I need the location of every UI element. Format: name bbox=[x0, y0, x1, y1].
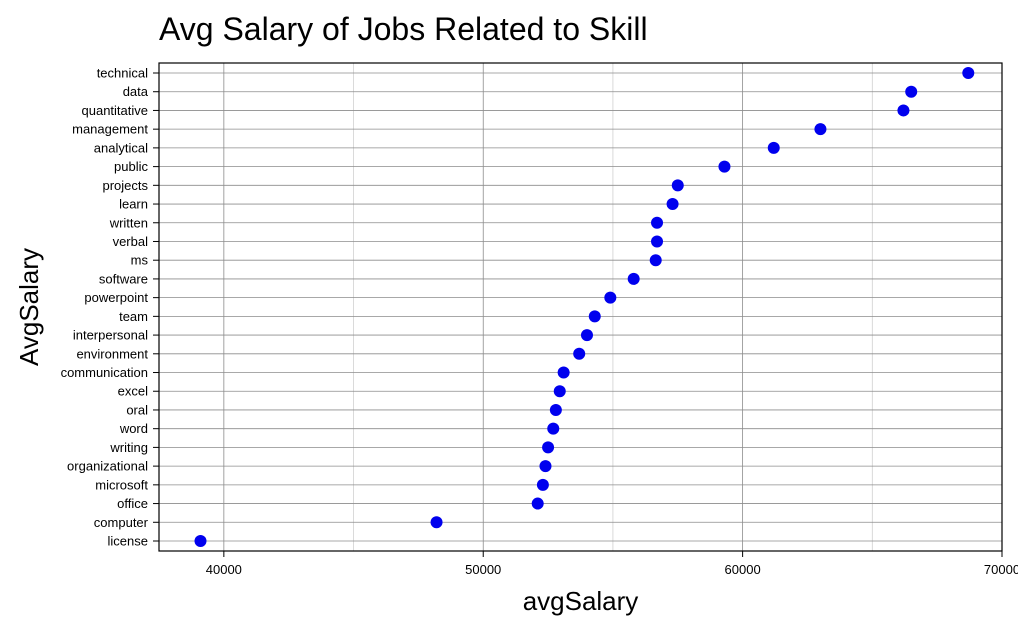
y-tick-label: analytical bbox=[94, 140, 148, 155]
y-tick-label: public bbox=[114, 159, 148, 174]
data-point bbox=[430, 516, 443, 529]
data-point bbox=[536, 478, 549, 491]
x-tick-label: 40000 bbox=[206, 562, 242, 577]
y-tick-label: learn bbox=[119, 197, 148, 212]
x-tick-label: 70000 bbox=[984, 562, 1018, 577]
data-point bbox=[542, 441, 555, 454]
data-point bbox=[897, 104, 910, 117]
chart-title: Avg Salary of Jobs Related to Skill bbox=[159, 11, 648, 47]
data-point bbox=[604, 291, 617, 304]
y-tick-label: computer bbox=[94, 515, 149, 530]
y-tick-label: oral bbox=[126, 402, 148, 417]
y-tick-label: organizational bbox=[67, 459, 148, 474]
y-tick-label: communication bbox=[61, 365, 148, 380]
y-tick-label: word bbox=[119, 421, 148, 436]
x-tick-labels: 40000 50000 60000 70000 bbox=[206, 551, 1018, 577]
x-tick-label: 60000 bbox=[725, 562, 761, 577]
y-tick-label: management bbox=[72, 122, 148, 137]
y-tick-label: environment bbox=[76, 346, 148, 361]
data-point bbox=[553, 385, 566, 398]
data-point bbox=[767, 141, 780, 154]
data-point bbox=[718, 160, 731, 173]
data-point bbox=[651, 235, 664, 248]
y-tick-label: powerpoint bbox=[84, 290, 148, 305]
y-tick-label: ms bbox=[131, 253, 149, 268]
y-tick-labels: technical data quantitative management analy… bbox=[61, 66, 159, 549]
y-tick-label: quantitative bbox=[82, 103, 149, 118]
data-point bbox=[539, 460, 552, 473]
y-tick-label: written bbox=[109, 215, 148, 230]
data-point bbox=[962, 67, 975, 79]
y-tick-label: team bbox=[119, 309, 148, 324]
data-point bbox=[547, 422, 560, 435]
data-point bbox=[573, 347, 586, 360]
grid bbox=[159, 63, 1003, 551]
y-tick-label: office bbox=[117, 496, 148, 511]
data-point bbox=[557, 366, 570, 379]
y-tick-label: microsoft bbox=[95, 477, 148, 492]
y-tick-label: data bbox=[123, 84, 149, 99]
data-point bbox=[588, 310, 601, 323]
y-tick-label: excel bbox=[118, 384, 148, 399]
data-points bbox=[194, 67, 975, 547]
data-point bbox=[651, 216, 664, 229]
data-point bbox=[531, 497, 544, 510]
data-point bbox=[580, 329, 593, 342]
plot-frame bbox=[158, 62, 1003, 552]
data-point bbox=[649, 254, 662, 267]
y-tick-label: projects bbox=[102, 178, 148, 193]
data-point bbox=[549, 403, 562, 416]
y-tick-label: license bbox=[108, 534, 148, 549]
y-tick-label: writing bbox=[109, 440, 148, 455]
y-tick-label: technical bbox=[97, 66, 148, 81]
data-point bbox=[905, 85, 918, 98]
data-point bbox=[194, 535, 207, 547]
data-point bbox=[627, 272, 640, 285]
data-point bbox=[666, 198, 679, 211]
x-axis-label: avgSalary bbox=[523, 586, 639, 616]
x-tick-label: 50000 bbox=[465, 562, 501, 577]
y-tick-label: verbal bbox=[113, 234, 149, 249]
y-axis-label: AvgSalary bbox=[14, 248, 44, 366]
data-point bbox=[814, 123, 827, 136]
y-tick-label: interpersonal bbox=[73, 328, 148, 343]
y-tick-label: software bbox=[99, 271, 148, 286]
data-point bbox=[671, 179, 684, 192]
